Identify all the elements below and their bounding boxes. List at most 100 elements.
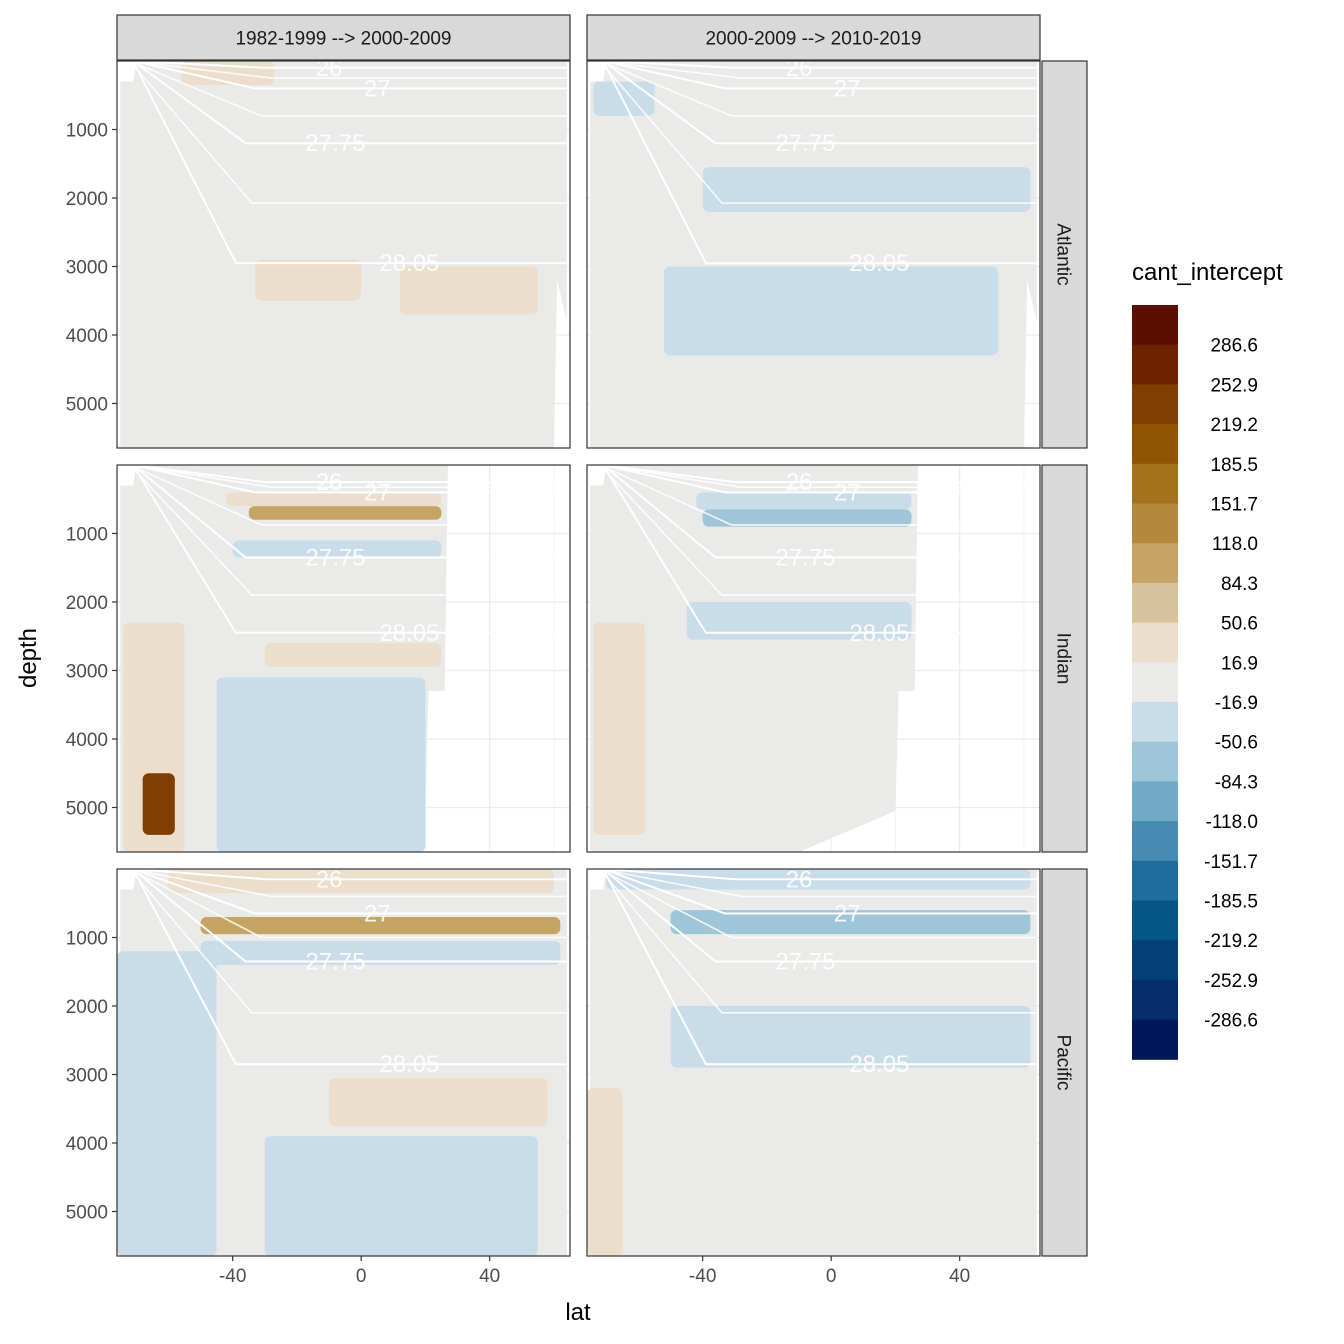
anomaly-band bbox=[670, 910, 1031, 935]
isopycnal-27-75 bbox=[590, 465, 1037, 559]
anomaly-band bbox=[696, 492, 912, 510]
legend-label: 185.5 bbox=[1210, 455, 1258, 476]
column-strip-label-1: 1982-1999 --> 2000-2009 bbox=[235, 29, 451, 50]
panel-border bbox=[116, 868, 571, 1257]
legend-label: 151.7 bbox=[1210, 495, 1258, 516]
isopycnal-label-28-05: 28.05 bbox=[849, 620, 909, 647]
y-tick-label: 5000 bbox=[66, 1202, 108, 1223]
isopycnal-27-75 bbox=[590, 869, 1037, 963]
x-tick-label: 40 bbox=[479, 1266, 500, 1287]
isopycnal-28-05 bbox=[590, 465, 1037, 634]
panel-pacific-1: 26 27 27.75 28.05 bbox=[116, 866, 571, 1257]
legend-label: -16.9 bbox=[1215, 693, 1258, 714]
legend-label: -252.9 bbox=[1204, 971, 1258, 992]
isopycnal-intermediate bbox=[120, 61, 567, 204]
legend-label: 84.3 bbox=[1221, 574, 1258, 595]
legend-label: -50.6 bbox=[1215, 733, 1258, 754]
legend-swatch bbox=[1132, 463, 1178, 504]
anomaly-band bbox=[142, 773, 175, 835]
isopycnal-label-27-75: 27.75 bbox=[775, 948, 835, 975]
anomaly-band bbox=[664, 266, 999, 356]
isopycnal-27 bbox=[120, 61, 567, 90]
panel-atlantic-1: 26 27 27.75 28.05 bbox=[116, 60, 571, 449]
isopycnal-27-75 bbox=[120, 465, 567, 559]
isopycnal-28-05 bbox=[590, 61, 1037, 265]
y-tick-label: 1000 bbox=[66, 524, 108, 545]
anomaly-band bbox=[200, 940, 561, 965]
legend-swatch bbox=[1132, 781, 1178, 822]
legend-label: 50.6 bbox=[1221, 614, 1258, 635]
isopycnal-27 bbox=[590, 61, 1037, 90]
isopycnal-26 bbox=[590, 61, 1037, 69]
row-strip-label-pacific: Pacific bbox=[1053, 1035, 1074, 1091]
legend-label: -118.0 bbox=[1206, 812, 1258, 833]
isopycnal-label-26: 26 bbox=[316, 866, 343, 893]
anomaly-band bbox=[670, 1005, 1031, 1068]
legend-swatch bbox=[1132, 821, 1178, 862]
ocean-section bbox=[590, 61, 1037, 448]
column-strip-label-2: 2000-2009 --> 2010-2019 bbox=[705, 29, 921, 50]
isopycnal-intermediate bbox=[590, 465, 1037, 489]
isopycnal-27 bbox=[590, 869, 1037, 915]
isopycnal-intermediate bbox=[590, 869, 1037, 939]
isopycnal-intermediate bbox=[120, 465, 567, 526]
isopycnal-intermediate bbox=[590, 465, 1037, 596]
isopycnal-label-27: 27 bbox=[834, 479, 861, 506]
isopycnal-label-27-75: 27.75 bbox=[775, 544, 835, 571]
isopycnal-27 bbox=[590, 465, 1037, 494]
legend-label: -286.6 bbox=[1204, 1011, 1258, 1032]
legend-swatch bbox=[1132, 900, 1178, 941]
legend-swatch bbox=[1132, 741, 1178, 782]
legend-swatch bbox=[1132, 424, 1178, 465]
legend: cant_intercept 286.6 252.9 219.2 185.5 151.7 1… bbox=[1132, 259, 1283, 1060]
anomaly-band bbox=[264, 643, 442, 668]
isopycnal-28-05 bbox=[590, 869, 1037, 1066]
legend-label: -84.3 bbox=[1215, 772, 1258, 793]
legend-label: 219.2 bbox=[1210, 415, 1258, 436]
isopycnal-label-27: 27 bbox=[364, 901, 391, 928]
facet-strips: 1982-1999 --> 2000-2009 2000-2009 --> 201… bbox=[116, 14, 1088, 1257]
anomaly-band bbox=[593, 81, 655, 116]
isopycnal-intermediate bbox=[120, 61, 567, 79]
legend-swatch bbox=[1132, 662, 1178, 703]
anomaly-band bbox=[168, 869, 554, 893]
y-tick-label: 2000 bbox=[66, 997, 108, 1018]
isopycnal-28-05 bbox=[120, 61, 567, 265]
isopycnal-label-27: 27 bbox=[364, 479, 391, 506]
legend-swatch bbox=[1132, 940, 1178, 981]
anomaly-band bbox=[686, 601, 912, 640]
isopycnal-27 bbox=[120, 465, 567, 494]
legend-swatch bbox=[1132, 543, 1178, 584]
row-strip-label-atlantic: Atlantic bbox=[1053, 223, 1074, 285]
legend-label: -151.7 bbox=[1204, 852, 1258, 873]
x-tick-label: -40 bbox=[219, 1266, 246, 1287]
isopycnal-intermediate bbox=[120, 61, 567, 117]
isopycnal-label-27-75: 27.75 bbox=[305, 544, 365, 571]
y-tick-label: 4000 bbox=[66, 326, 108, 347]
legend-label: -185.5 bbox=[1204, 892, 1258, 913]
legend-swatch bbox=[1132, 503, 1178, 544]
isopycnal-intermediate bbox=[590, 61, 1037, 117]
anomaly-band bbox=[329, 1077, 548, 1126]
isopycnal-26 bbox=[590, 465, 1037, 484]
isopycnal-28-05 bbox=[120, 465, 567, 634]
isopycnal-intermediate bbox=[120, 869, 567, 939]
y-tick-label: 3000 bbox=[66, 257, 108, 278]
anomaly-band bbox=[216, 677, 426, 852]
column-strip bbox=[586, 14, 1041, 61]
panel-border bbox=[586, 464, 1041, 853]
anomaly-band bbox=[117, 951, 217, 1256]
row-strip-label-indian: Indian bbox=[1053, 633, 1074, 685]
y-tick-label: 4000 bbox=[66, 1134, 108, 1155]
y-axis-title: depth bbox=[15, 628, 42, 688]
isopycnal-intermediate bbox=[590, 61, 1037, 204]
x-tick-label: 0 bbox=[356, 1266, 367, 1287]
ocean-section bbox=[590, 465, 1037, 852]
